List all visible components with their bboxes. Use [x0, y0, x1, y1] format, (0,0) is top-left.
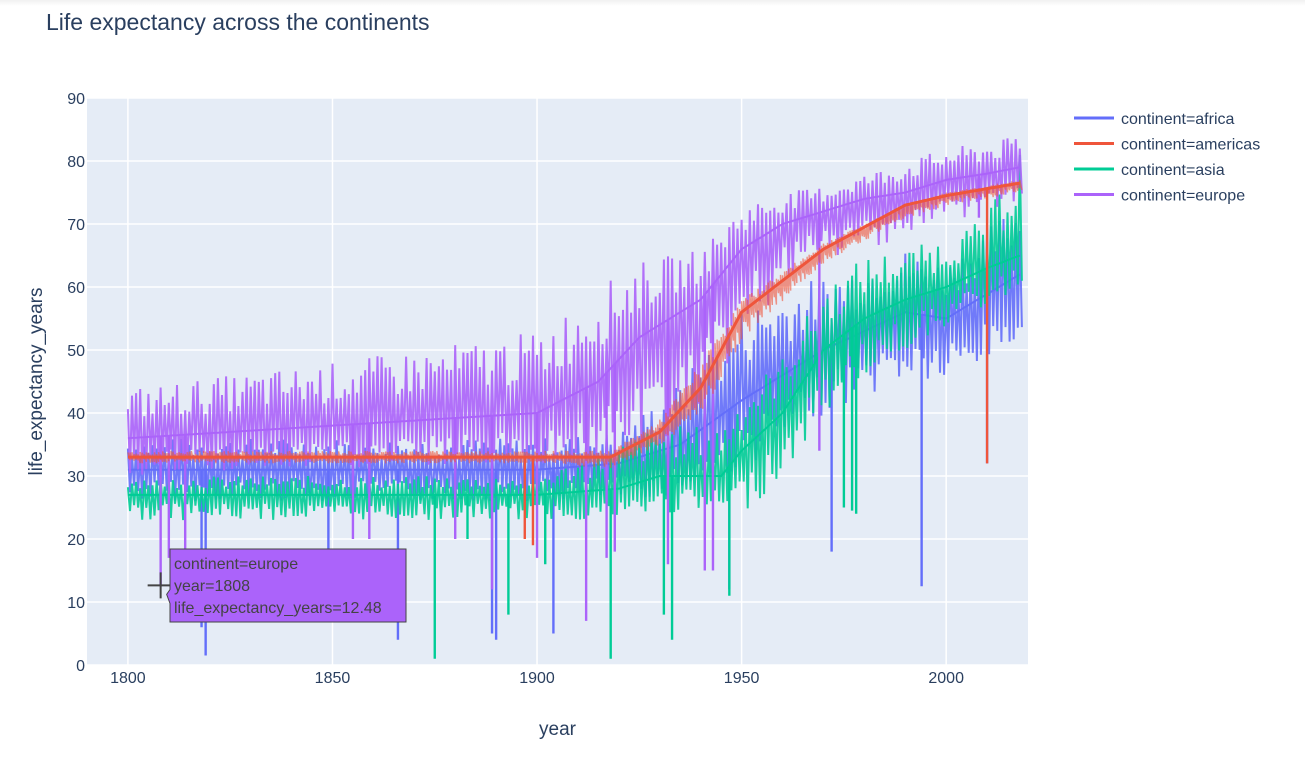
y-tick-label: 90 — [67, 91, 85, 108]
toolbar-strip — [0, 0, 1305, 6]
legend-item[interactable]: continent=asia — [1074, 162, 1225, 179]
legend-item[interactable]: continent=europe — [1074, 188, 1245, 205]
series-asia — [126, 154, 1023, 659]
y-axis-label: life_expectancy_years — [26, 288, 47, 476]
legend-item[interactable]: continent=americas — [1074, 137, 1260, 154]
series-line — [127, 166, 1020, 440]
x-tick-label: 1950 — [724, 670, 760, 687]
y-tick-label: 70 — [67, 217, 85, 234]
x-tick-label: 1800 — [110, 670, 146, 687]
tooltip-line: year=1808 — [174, 578, 250, 595]
series-band — [126, 138, 1023, 475]
tooltip-line: continent=europe — [174, 556, 298, 573]
legend-label: continent=europe — [1121, 188, 1245, 205]
y-tick-label: 80 — [67, 154, 85, 171]
y-tick-label: 40 — [67, 406, 85, 423]
data-traces[interactable] — [126, 138, 1023, 659]
x-axis-ticks: 1800 1850 1900 1950 2000 — [110, 670, 964, 687]
legend-item[interactable]: continent=africa — [1074, 111, 1235, 128]
series-band — [126, 154, 1023, 521]
x-axis-label: year — [539, 719, 577, 740]
x-tick-label: 1900 — [519, 670, 555, 687]
legend-label: continent=americas — [1121, 137, 1260, 154]
series-europe — [126, 138, 1023, 621]
series-americas — [127, 179, 1023, 546]
chart-title: Life expectancy across the continents — [46, 9, 430, 35]
x-tick-label: 1850 — [315, 670, 351, 687]
y-tick-label: 0 — [76, 658, 85, 675]
series-line — [127, 181, 1021, 459]
tooltip-line: life_expectancy_years=12.48 — [174, 600, 382, 617]
y-tick-label: 10 — [67, 595, 85, 612]
y-tick-label: 20 — [67, 532, 85, 549]
y-tick-label: 50 — [67, 343, 85, 360]
y-axis-ticks: 0 10 20 30 40 50 60 70 80 90 — [67, 91, 85, 675]
hover-tooltip: continent=europe year=1808 life_expectancy… — [147, 548, 407, 623]
legend-label: continent=africa — [1121, 111, 1235, 128]
tooltip-box — [166, 548, 407, 623]
series-line — [127, 254, 1021, 496]
x-tick-label: 2000 — [928, 670, 964, 687]
y-tick-label: 30 — [67, 469, 85, 486]
legend[interactable]: continent=africa continent=americas contin… — [1074, 111, 1260, 205]
y-tick-label: 60 — [67, 280, 85, 297]
legend-label: continent=asia — [1121, 162, 1225, 179]
